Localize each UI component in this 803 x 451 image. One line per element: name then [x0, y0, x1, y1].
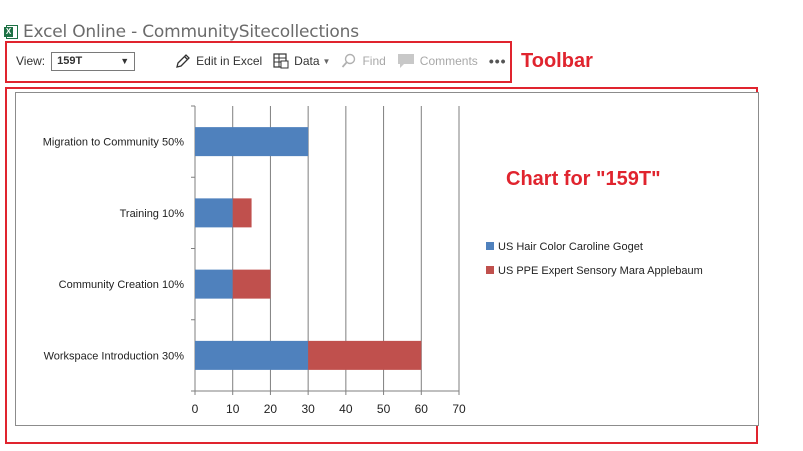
- view-select[interactable]: 159T ▼: [51, 51, 136, 71]
- chevron-down-icon: ▼: [120, 56, 130, 66]
- view-label: View:: [16, 54, 46, 68]
- find-label: Find: [362, 54, 386, 68]
- chart-area: [15, 92, 759, 426]
- toolbar-annotation: Toolbar: [521, 50, 593, 72]
- comments-button[interactable]: Comments: [397, 53, 478, 69]
- search-icon: [341, 53, 357, 69]
- comments-label: Comments: [419, 54, 478, 68]
- edit-in-excel-button[interactable]: Edit in Excel: [175, 53, 262, 69]
- data-menu-label: Data: [294, 54, 320, 68]
- edit-in-excel-label: Edit in Excel: [196, 54, 263, 68]
- data-menu-button[interactable]: Data ▼: [273, 53, 330, 69]
- more-icon: •••: [488, 53, 507, 69]
- toolbar-highlight-box: [5, 41, 512, 83]
- comment-icon: [397, 53, 415, 69]
- find-button[interactable]: Find: [341, 53, 386, 69]
- view-select-value: 159T: [57, 55, 83, 67]
- chart-annotation: Chart for "159T": [506, 168, 661, 190]
- toolbar: View: 159T ▼ Edit in Excel Data ▼ Find C…: [16, 50, 518, 72]
- app-title: Excel Online - CommunitySitecollections: [23, 22, 359, 42]
- more-options-button[interactable]: •••: [489, 53, 507, 69]
- app-title-bar: X Excel Online - CommunitySitecollection…: [4, 20, 359, 44]
- excel-icon: X: [4, 24, 18, 40]
- pencil-icon: [175, 53, 191, 69]
- chevron-down-icon: ▼: [322, 56, 331, 66]
- data-table-icon: [273, 53, 289, 69]
